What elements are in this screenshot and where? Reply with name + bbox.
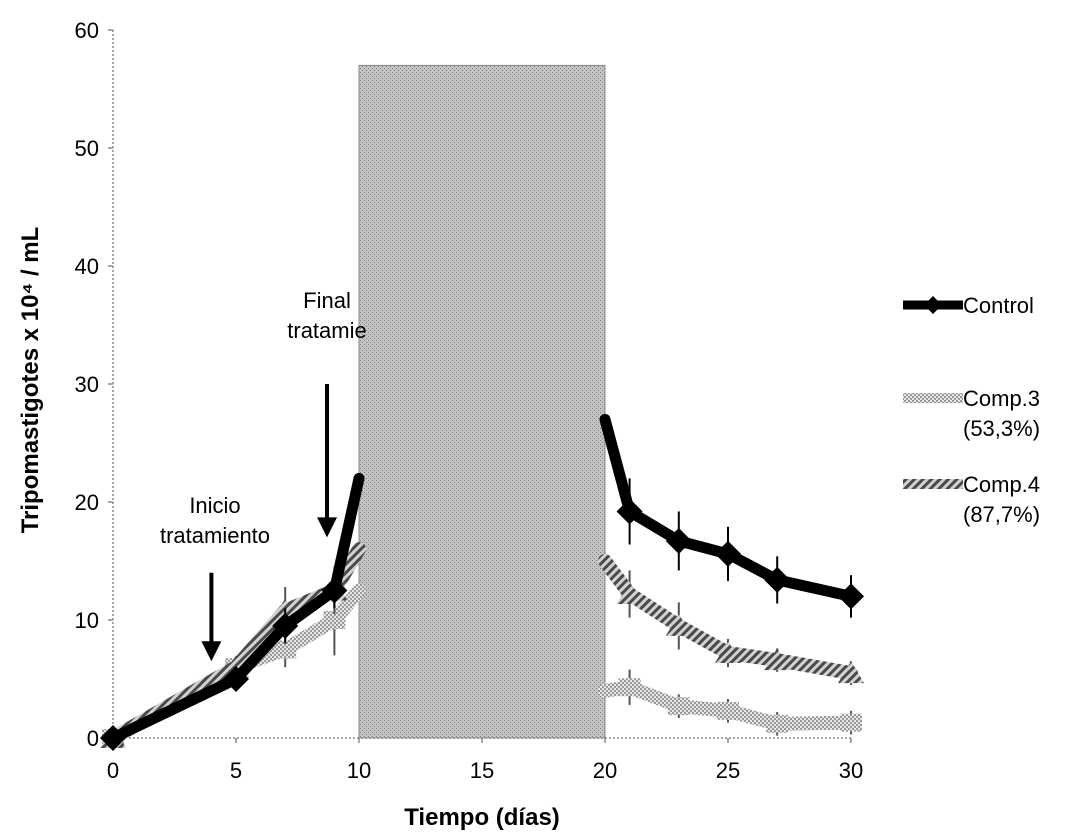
legend-item: Comp.4 (87,7%) xyxy=(903,472,1040,527)
arrow-head xyxy=(317,517,337,537)
legend-item: Control xyxy=(903,293,1034,318)
data-point xyxy=(717,702,739,720)
arrow-head xyxy=(201,641,221,661)
x-tick-label: 5 xyxy=(230,758,242,783)
x-axis-title: Tiempo (días) xyxy=(404,804,560,831)
legend-label-detail: (87,7%) xyxy=(963,502,1040,527)
annotation-text: Final xyxy=(303,288,351,313)
legend-label: Comp.3 xyxy=(963,386,1040,411)
data-point xyxy=(840,714,862,732)
x-tick-label: 20 xyxy=(593,758,617,783)
annotation-inicio: Inicio tratamiento xyxy=(160,493,270,661)
x-tick-label: 0 xyxy=(107,758,119,783)
legend-label: Control xyxy=(963,293,1034,318)
legend-label: Comp.4 xyxy=(963,472,1040,497)
x-tick-label: 30 xyxy=(839,758,863,783)
x-tick-label: 15 xyxy=(470,758,494,783)
data-point xyxy=(838,583,864,609)
data-point xyxy=(766,715,788,733)
legend-marker xyxy=(924,296,942,314)
y-tick-label: 50 xyxy=(75,136,99,161)
y-tick-label: 10 xyxy=(75,608,99,633)
legend: Control Comp.3 (53,3%) Comp.4 (87,7%) xyxy=(903,293,1040,527)
annotation-text: Inicio xyxy=(189,493,240,518)
legend-item: Comp.3 (53,3%) xyxy=(903,386,1040,441)
x-ticks: 0 5 10 15 20 25 30 xyxy=(107,738,863,783)
shaded-region xyxy=(359,65,605,738)
data-point xyxy=(668,697,690,715)
legend-label-detail: (53,3%) xyxy=(963,416,1040,441)
x-tick-label: 25 xyxy=(716,758,740,783)
x-tick-label: 10 xyxy=(347,758,371,783)
y-ticks: 0 10 20 30 40 50 60 xyxy=(75,18,113,751)
y-tick-label: 0 xyxy=(87,726,99,751)
y-tick-label: 40 xyxy=(75,254,99,279)
annotation-text: tratamiento xyxy=(160,523,270,548)
y-tick-label: 20 xyxy=(75,490,99,515)
y-tick-label: 60 xyxy=(75,18,99,43)
series-line xyxy=(113,549,359,738)
y-axis-title: Tripomastigotes x 10⁴ / mL xyxy=(17,227,44,534)
annotations: Inicio tratamiento Final tratamie xyxy=(160,288,367,661)
y-tick-label: 30 xyxy=(75,372,99,397)
data-point xyxy=(619,678,641,696)
annotation-text: tratamie xyxy=(287,318,366,343)
